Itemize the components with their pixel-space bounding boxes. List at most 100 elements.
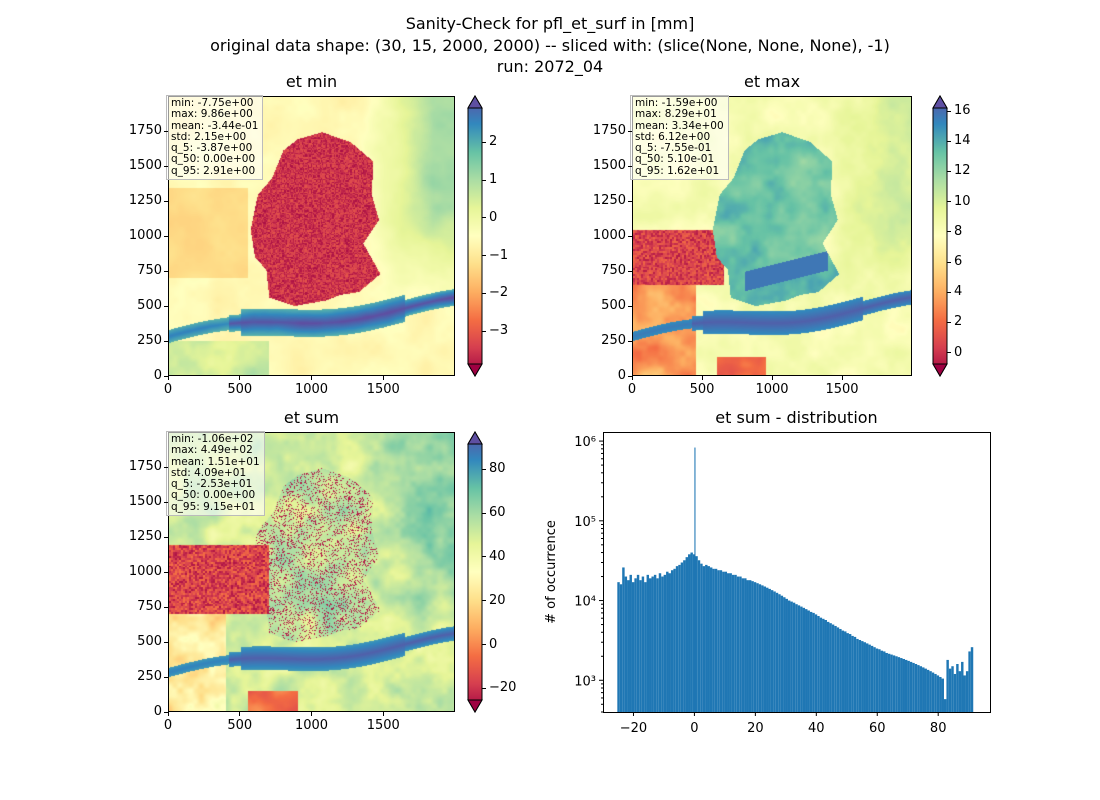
y-tick-mark — [164, 375, 168, 377]
histogram-bar — [785, 598, 788, 712]
colorbar-tick-label: 0 — [954, 344, 963, 360]
histogram-bar — [653, 574, 657, 712]
stats-line: mean: 1.51e+01 — [171, 455, 260, 468]
colorbar-tick-mark — [947, 110, 951, 112]
histogram-bar — [848, 634, 852, 712]
histogram-bar — [968, 651, 971, 712]
x-tick-mark — [239, 712, 241, 716]
histogram-bar — [883, 651, 886, 712]
stats-line: q_50: 5.10e-01 — [635, 153, 715, 166]
y-tick-mark — [164, 305, 168, 307]
histogram-x-tick-label: 60 — [869, 721, 886, 736]
colorbar-tick-label: 40 — [489, 548, 506, 564]
colorbar-extend-min — [467, 699, 483, 713]
stats-line: max: 4.49e+02 — [171, 444, 253, 457]
y-tick-mark — [164, 270, 168, 272]
figure-title-line-3: run: 2072_04 — [496, 57, 604, 76]
histogram-bar — [695, 556, 698, 712]
colorbar-extend-min — [932, 363, 948, 377]
stats-line: mean: 3.34e+00 — [635, 119, 724, 132]
colorbar-tick-label: −3 — [489, 323, 509, 339]
y-tick-label: 1250 — [592, 193, 626, 208]
histogram-bar — [946, 659, 949, 712]
y-tick-mark — [164, 536, 168, 538]
histogram-y-tick-label: 10⁶ — [574, 435, 596, 450]
colorbar-tick-mark — [482, 512, 486, 514]
y-tick-mark — [164, 606, 168, 608]
colorbar-tick-mark — [947, 321, 951, 323]
histogram-bar — [844, 631, 847, 712]
stats-line: q_95: 9.15e+01 — [171, 500, 256, 513]
histogram-bar — [690, 552, 693, 712]
histogram-x-tick-label: 80 — [930, 721, 947, 736]
histogram-bar — [736, 576, 740, 712]
histogram-bar — [649, 578, 652, 712]
histogram-bar — [912, 662, 915, 712]
y-tick-mark — [628, 375, 632, 377]
histogram-bar — [670, 570, 674, 712]
histogram-bar — [826, 621, 830, 712]
y-tick-label: 250 — [137, 333, 162, 348]
y-tick-label: 1000 — [128, 228, 162, 243]
y-tick-label: 1250 — [128, 529, 162, 544]
stats-line: q_5: -7.55e-01 — [635, 142, 712, 155]
figure-title-line-1: Sanity-Check for pfl_et_surf in [mm] — [405, 14, 695, 33]
histogram-bar — [656, 578, 659, 712]
histogram-bar — [863, 642, 866, 712]
histogram-bar — [902, 658, 905, 712]
y-tick-label: 1250 — [128, 193, 162, 208]
colorbar-tick-label: 8 — [954, 223, 963, 239]
stats-line: q_50: 0.00e+00 — [171, 153, 256, 166]
histogram-bar — [800, 606, 803, 712]
y-tick-label: 1750 — [592, 123, 626, 138]
histogram-bar — [819, 617, 823, 712]
histogram-bar — [658, 573, 662, 712]
histogram-bar — [678, 564, 681, 712]
histogram-bar — [714, 568, 718, 712]
histogram-bar — [851, 635, 854, 712]
colorbar-tick-mark — [947, 231, 951, 233]
histogram-bar — [885, 652, 888, 712]
colorbar-tick-label: 6 — [954, 254, 963, 269]
colorbar-extend-max — [467, 95, 483, 109]
y-tick-label: 1750 — [128, 459, 162, 474]
stats-line: max: 8.29e+01 — [635, 108, 717, 121]
x-tick-mark — [701, 376, 703, 380]
y-tick-label: 250 — [137, 669, 162, 684]
histogram-bar — [953, 673, 957, 712]
histogram-bar — [756, 583, 759, 712]
histogram-y-axis-label: # of occurrence — [544, 520, 559, 624]
colorbar-tick-mark — [482, 556, 486, 558]
histogram-bar — [709, 567, 713, 712]
histogram-bar — [836, 627, 840, 712]
histogram-bar — [841, 630, 845, 712]
histogram-bar — [697, 560, 701, 712]
histogram-bar — [768, 588, 771, 712]
histogram-bar — [651, 576, 654, 712]
colorbar-tick-label: 14 — [954, 133, 971, 149]
colorbar-tick-mark — [947, 201, 951, 203]
colorbar-tick-mark — [482, 644, 486, 646]
histogram-bar — [880, 650, 884, 712]
histogram-frame — [603, 432, 991, 713]
stats-line: std: 4.09e+01 — [171, 466, 247, 479]
y-tick-mark — [164, 200, 168, 202]
x-tick-label: 1500 — [366, 382, 400, 397]
x-tick-mark — [382, 712, 384, 716]
histogram-bar — [683, 560, 686, 712]
x-tick-mark — [167, 376, 169, 380]
colorbar-tick-mark — [482, 292, 486, 294]
colorbar-tick-mark — [947, 170, 951, 172]
histogram-bar — [926, 669, 930, 712]
x-tick-label: 0 — [163, 718, 173, 733]
histogram-bar — [834, 625, 837, 712]
stats-line: q_5: -2.53e+01 — [171, 478, 253, 491]
histogram-bar — [663, 574, 667, 712]
histogram-bar — [878, 649, 881, 712]
histogram-bar — [739, 576, 742, 712]
y-tick-label: 1500 — [128, 494, 162, 509]
x-tick-label: 1500 — [825, 382, 859, 397]
y-tick-mark — [628, 340, 632, 342]
histogram-x-tick-label: −20 — [620, 721, 647, 736]
